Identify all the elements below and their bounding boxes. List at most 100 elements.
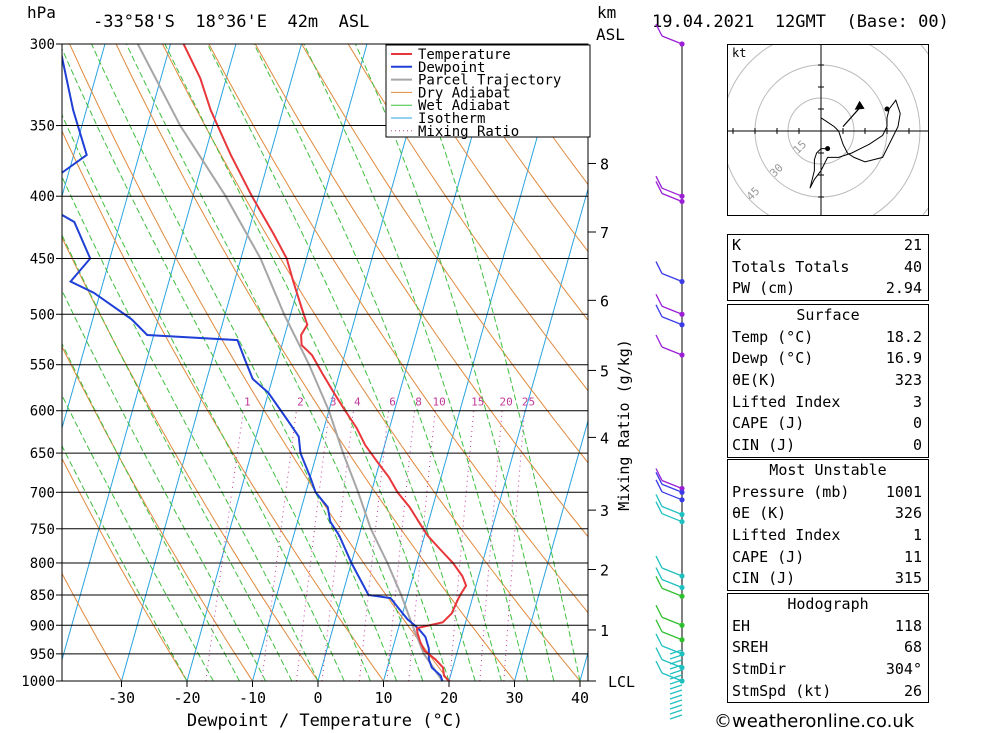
hodograph-unit-label: kt: [732, 46, 746, 60]
wet-adiabat-line: [62, 394, 214, 681]
height-unit-sub-label: ASL: [596, 25, 625, 44]
storm-motion-marker: [825, 146, 831, 152]
legend-label: Dewpoint: [418, 60, 485, 76]
pressure-tick-label: 400: [30, 189, 55, 205]
most-unstable-title: Most Unstable: [769, 461, 887, 479]
height-tick-label: 1: [600, 622, 609, 640]
mixing-ratio-line: [479, 410, 503, 681]
mixing-ratio-line: [449, 410, 475, 681]
mixing-ratio-axis-label: Mixing Ratio (g/kg): [615, 339, 633, 511]
surface-row: Lifted Index 3: [732, 392, 922, 411]
wind-barb-icon: [669, 714, 683, 720]
most-unstable-table: Most Unstable Pressure (mb) 1001 θE (K) 32…: [727, 459, 929, 592]
pressure-tick-label: 850: [30, 588, 55, 604]
isotherm-line: [317, 44, 499, 681]
isotherm-line: [62, 44, 237, 662]
mixing-ratio-line: [503, 410, 525, 681]
mu-row: Lifted Index 1: [732, 526, 922, 545]
datetime-title: 19.04.2021 12GMT (Base: 00): [652, 12, 949, 32]
wind-barb-icon: [655, 175, 663, 189]
height-tick-label: 8: [600, 155, 609, 173]
wind-barb-icon: [655, 647, 663, 660]
height-tick-label: 6: [600, 292, 609, 310]
wind-barb-icon: [655, 633, 663, 647]
mixing-ratio-line: [386, 410, 415, 681]
mu-row: CIN (J) 315: [732, 569, 922, 588]
wind-barb-icon: [661, 491, 683, 501]
wet-adiabat-line: [91, 44, 398, 681]
mixing-ratio-label: 10: [433, 396, 446, 409]
surface-wind-marker: [884, 106, 890, 112]
pressure-tick-label: 800: [30, 556, 55, 572]
legend-label: Dry Adiabat: [418, 85, 511, 101]
height-tick-label: 7: [600, 224, 609, 242]
wind-barb-icon: [669, 669, 683, 675]
hodo-row: SREH 68: [732, 638, 922, 657]
height-tick-label: 4: [600, 429, 609, 447]
temperature-tick-label: 20: [440, 689, 458, 707]
wet-adiabat-line: [62, 444, 188, 681]
wind-barb-icon: [655, 619, 663, 633]
wind-barb-icon: [655, 304, 663, 318]
hodograph-table: Hodograph EH 118 SREH 68 StmDir 304° StmSpd…: [727, 593, 929, 704]
wind-barb-icon: [661, 645, 683, 655]
legend-box: [385, 44, 591, 138]
wind-barb-icon: [669, 704, 683, 710]
wind-barb-icon: [669, 649, 683, 655]
wind-barb-icon: [655, 501, 663, 514]
isotherm-line: [62, 44, 106, 199]
height-tick-label: 3: [600, 502, 609, 520]
wet-adiabat-line: [62, 342, 240, 681]
wind-barb-icon: [661, 578, 683, 589]
wind-barb-icon: [655, 660, 663, 674]
wind-barb-icon: [661, 672, 683, 682]
skewt-chart: 1 2 3 4 6 8 10 15 20 2530035040045050055060065070…: [21, 23, 685, 731]
storm-vector-arrow-icon: [854, 100, 865, 110]
dewpoint-line: [62, 52, 444, 681]
dry-adiabat-line: [347, 44, 588, 392]
wind-barb-icon: [655, 555, 663, 569]
mixing-ratio-label: 3: [330, 396, 337, 409]
temperature-tick-label: -10: [239, 689, 266, 707]
x-axis-label: Dewpoint / Temperature (°C): [187, 711, 463, 731]
hodo-row: StmDir 304°: [732, 660, 922, 679]
mixing-ratio-line: [358, 410, 390, 681]
hodograph-ring-label: 30: [767, 161, 786, 180]
legend-label: Wet Adiabat: [418, 98, 511, 114]
wind-barb-icon: [661, 479, 683, 490]
temperature-tick-label: -30: [108, 689, 135, 707]
pressure-tick-label: 500: [30, 307, 55, 323]
mixing-ratio-label: 1: [244, 396, 251, 409]
surface-table: Surface Temp (°C) 18.2 Dewp (°C) 16.9 θE(K…: [727, 304, 929, 458]
wind-barb-icon: [661, 346, 683, 356]
pressure-tick-label: 650: [30, 446, 55, 462]
mu-row: θE (K) 326: [732, 504, 922, 523]
temperature-tick-label: 10: [374, 689, 392, 707]
wind-barb-icon: [661, 305, 683, 315]
dry-adiabat-line: [69, 44, 450, 681]
wet-adiabat-line: [62, 289, 267, 681]
wind-level-marker: [679, 665, 685, 671]
wind-barb-icon: [655, 468, 663, 481]
wet-adiabat-line: [405, 44, 581, 681]
wind-barb-icon: [655, 575, 663, 589]
pressure-tick-label: 550: [30, 358, 55, 374]
temperature-tick-label: 40: [571, 689, 589, 707]
isotherm-line: [383, 44, 564, 681]
plot-frame: [61, 43, 589, 682]
hodograph-ring-label: 45: [744, 185, 763, 204]
pressure-unit-label: hPa: [27, 3, 56, 22]
pressure-tick-label: 700: [30, 485, 55, 501]
pressure-tick-label: 600: [30, 404, 55, 420]
index-row-totals: Totals Totals 40: [732, 257, 922, 276]
wind-barb-icon: [655, 567, 663, 580]
wind-barb-icon: [655, 334, 663, 348]
wind-barb-icon: [655, 604, 663, 618]
mixing-ratio-label: 6: [389, 396, 396, 409]
hodo-row: StmSpd (kt) 26: [732, 681, 922, 700]
wind-barb-icon: [661, 483, 683, 493]
height-tick-label: 5: [600, 362, 609, 380]
wind-barb-icon: [655, 261, 663, 274]
copyright-link[interactable]: ©weatheronline.co.uk: [714, 711, 915, 732]
